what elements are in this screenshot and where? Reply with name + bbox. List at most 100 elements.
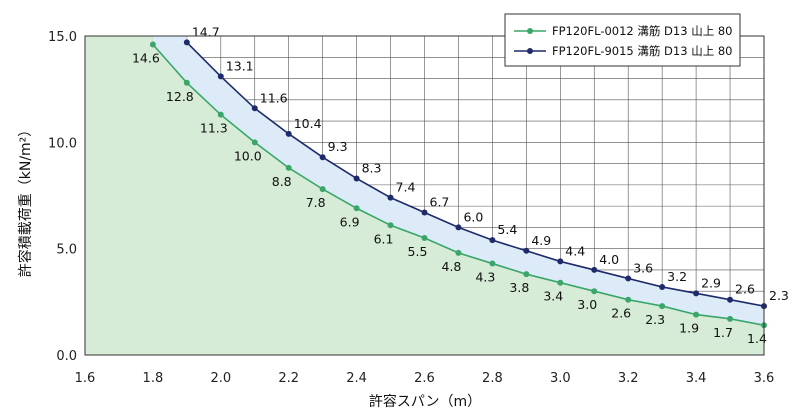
series-2-data-label: 10.4 [294, 116, 322, 131]
series-2-data-label: 11.6 [260, 90, 288, 105]
legend-label-series-2: FP120FL-9015 溝筋 D13 山上 80 [552, 44, 732, 58]
series-2-data-label: 6.0 [463, 209, 483, 224]
series-1-point [353, 205, 360, 212]
series-1-point [251, 139, 258, 146]
series-1-point [591, 288, 598, 295]
series-2-point [693, 290, 700, 297]
series-1-data-label: 12.8 [166, 89, 194, 104]
legend: FP120FL-0012 溝筋 D13 山上 80 FP120FL-9015 溝… [504, 13, 741, 67]
series-2-data-label: 4.4 [565, 243, 585, 258]
y-tick-label: 15.0 [48, 30, 77, 45]
x-tick-label: 1.6 [75, 371, 96, 386]
series-1-data-label: 11.3 [200, 121, 228, 136]
series-2-data-label: 2.6 [735, 282, 755, 297]
series-1-data-label: 4.8 [442, 259, 462, 274]
x-tick-label: 3.6 [754, 371, 775, 386]
area-series-1 [85, 36, 764, 355]
series-2-point [727, 296, 734, 303]
series-2-data-label: 4.0 [599, 252, 619, 267]
series-1-point [489, 260, 496, 267]
series-2-data-label: 14.7 [192, 24, 220, 39]
x-tick-label: 3.0 [550, 371, 571, 386]
plot-frame [84, 35, 765, 356]
series-1-data-label: 5.5 [408, 244, 428, 259]
series-1-data-label: 14.6 [132, 51, 160, 66]
x-tick-label: 3.4 [686, 371, 707, 386]
series-1-point [285, 164, 292, 171]
series-1-data-label: 8.8 [272, 174, 292, 189]
series-1-point [387, 222, 394, 229]
legend-label-series-1: FP120FL-0012 溝筋 D13 山上 80 [552, 24, 732, 38]
series-2-point [557, 258, 564, 265]
x-tick-label: 2.0 [210, 371, 231, 386]
series-1-point [727, 315, 734, 322]
series-2-data-label: 2.3 [769, 288, 789, 303]
series-2-data-label: 3.2 [667, 269, 687, 284]
series-1-point [625, 296, 632, 303]
series-1-data-label: 10.0 [234, 148, 262, 163]
series-2-data-label: 4.9 [531, 233, 551, 248]
x-tick-label: 2.2 [278, 371, 299, 386]
area-between-series [152, 36, 764, 326]
series-1-data-label: 3.0 [577, 297, 597, 312]
series-2-point [625, 275, 632, 282]
series-2-point [251, 105, 258, 112]
series-2-point [455, 224, 462, 231]
x-tick-label: 1.8 [143, 371, 164, 386]
x-tick-label: 2.6 [414, 371, 435, 386]
series-2-data-label: 13.1 [226, 58, 254, 73]
y-tick-label: 0.0 [56, 349, 77, 364]
series-1-point [319, 186, 326, 193]
legend-marker-series-2 [527, 48, 533, 54]
series-2-point [659, 283, 666, 290]
series-2-point [387, 194, 394, 201]
y-tick-label: 10.0 [48, 136, 77, 151]
series-1-data-label: 7.8 [306, 195, 326, 210]
series-1-point [149, 41, 156, 48]
series-2-point [183, 39, 190, 46]
series-1-data-label: 3.8 [509, 280, 529, 295]
series-2-point [319, 154, 326, 161]
series-1-point [557, 279, 564, 286]
series-1-point [523, 271, 530, 278]
series-2-data-label: 5.4 [497, 222, 517, 237]
x-tick-label: 2.8 [482, 371, 503, 386]
y-tick-label: 5.0 [56, 243, 77, 258]
series-1-data-label: 4.3 [475, 270, 495, 285]
series-1-data-label: 2.3 [645, 312, 665, 327]
x-tick-label: 3.2 [618, 371, 639, 386]
series-2-data-label: 7.4 [396, 180, 416, 195]
legend-marker-series-1 [527, 28, 533, 34]
legend-box [504, 13, 741, 67]
series-2-point [421, 209, 428, 216]
series-1-data-label: 3.4 [543, 289, 563, 304]
series-2-data-label: 6.7 [430, 195, 450, 210]
series-1-data-label: 1.4 [747, 331, 767, 346]
series-1-point [693, 311, 700, 318]
series-2-point [285, 130, 292, 137]
series-2-data-label: 9.3 [328, 139, 348, 154]
series-1-data-label: 6.9 [340, 214, 360, 229]
series-2-point [523, 247, 530, 254]
series-1-data-label: 2.6 [611, 306, 631, 321]
series-1-point [183, 79, 190, 86]
series-2-point [353, 175, 360, 182]
series-1-point [421, 235, 428, 242]
series-2-point [217, 73, 224, 80]
series-2-point [489, 237, 496, 244]
series-1-point [217, 111, 224, 118]
series-2-point [591, 266, 598, 273]
series-1-point [455, 249, 462, 256]
series-2-data-label: 3.6 [633, 260, 653, 275]
series-2-line [186, 41, 765, 307]
series-2-data-label: 8.3 [362, 160, 382, 175]
x-axis-title: 許容スパン（m） [369, 393, 481, 410]
series-1-data-label: 6.1 [374, 231, 394, 246]
series-1-data-label: 1.7 [713, 325, 733, 340]
x-tick-label: 2.4 [346, 371, 367, 386]
y-axis-title: 許容積載荷重（kN/m²） [17, 123, 34, 278]
series-1-data-label: 1.9 [679, 321, 699, 336]
series-2-data-label: 2.9 [701, 275, 721, 290]
series-1-point [659, 303, 666, 310]
